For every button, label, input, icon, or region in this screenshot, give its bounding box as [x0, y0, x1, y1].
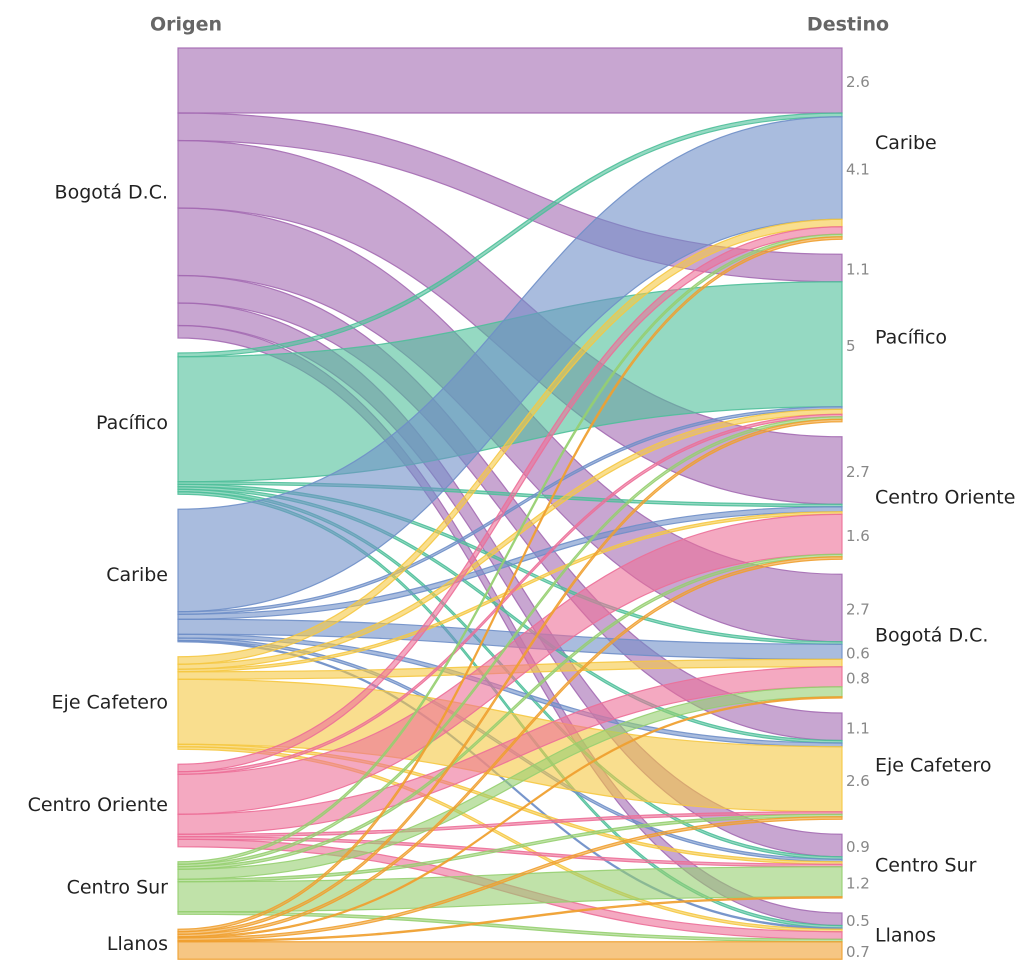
flow-value-label: 0.8 — [846, 669, 870, 687]
flow-value-label: 0.5 — [846, 912, 870, 930]
flow-value-label: 1.6 — [846, 527, 870, 545]
flow-band — [177, 696, 843, 939]
flow-value-label: 1.2 — [846, 874, 870, 892]
flow-value-label: 2.7 — [846, 463, 870, 481]
target-label: Centro Sur — [875, 855, 977, 877]
target-label: Llanos — [875, 925, 936, 947]
flow-value-label: 2.6 — [846, 73, 870, 91]
flow-value-label: 0.7 — [846, 943, 870, 961]
flow-value-label: 1.1 — [846, 719, 870, 737]
flow-band — [177, 556, 843, 938]
flow-band — [177, 236, 843, 933]
source-label: Bogotá D.C. — [55, 182, 168, 204]
source-label: Llanos — [107, 933, 168, 955]
target-label: Pacífico — [875, 327, 947, 349]
source-label: Eje Cafetero — [52, 692, 168, 714]
right-title: Destino — [807, 14, 889, 36]
target-label: Caribe — [875, 132, 937, 154]
source-label: Pacífico — [96, 412, 168, 434]
source-label: Centro Oriente — [28, 794, 168, 816]
target-label: Eje Cafetero — [875, 755, 991, 777]
flow-value-label: 1.1 — [846, 261, 870, 279]
flow-value-label: 0.9 — [846, 838, 870, 856]
flow-value-label: 0.6 — [846, 644, 870, 662]
source-label: Centro Sur — [67, 877, 169, 899]
target-label: Bogotá D.C. — [875, 625, 988, 647]
flow-value-label: 2.7 — [846, 601, 870, 619]
flow-band — [177, 816, 843, 942]
left-title: Origen — [150, 14, 222, 36]
flows — [177, 47, 843, 960]
flow-value-label: 4.1 — [846, 161, 870, 179]
flow-band — [177, 941, 843, 960]
flow-band — [177, 47, 843, 114]
target-label: Centro Oriente — [875, 487, 1015, 509]
flow-value-label: 2.6 — [846, 772, 870, 790]
flow-band — [177, 418, 843, 935]
flow-band — [177, 896, 843, 943]
flow-value-label: 5 — [846, 337, 856, 355]
source-label: Caribe — [106, 564, 168, 586]
